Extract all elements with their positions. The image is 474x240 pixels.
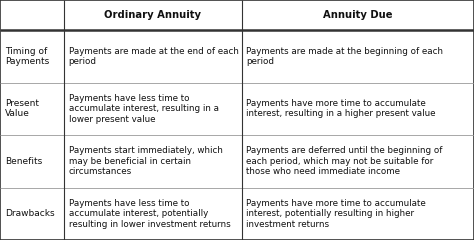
Bar [242,0,474,30]
Bar [64,187,242,240]
Bar [64,30,242,83]
Bar [242,187,474,240]
Bar [0,30,64,83]
Text: Payments are made at the end of each
period: Payments are made at the end of each per… [69,47,238,66]
Bar [64,135,242,187]
Text: Present
Value: Present Value [5,99,39,119]
Text: Payments have more time to accumulate
interest, potentially resulting in higher
: Payments have more time to accumulate in… [246,199,426,229]
Bar [64,0,242,30]
Text: Payments are deferred until the beginning of
each period, which may not be suita: Payments are deferred until the beginnin… [246,146,443,176]
Text: Timing of
Payments: Timing of Payments [5,47,49,66]
Text: Ordinary Annuity: Ordinary Annuity [104,10,201,20]
Bar [242,30,474,83]
Text: Payments have more time to accumulate
interest, resulting in a higher present va: Payments have more time to accumulate in… [246,99,436,119]
Text: Payments are made at the beginning of each
period: Payments are made at the beginning of ea… [246,47,444,66]
Bar [0,83,64,135]
Bar [242,135,474,187]
Text: Annuity Due: Annuity Due [323,10,392,20]
Bar [0,135,64,187]
Bar [0,0,64,30]
Text: Drawbacks: Drawbacks [5,209,55,218]
Bar [0,187,64,240]
Bar [64,83,242,135]
Text: Benefits: Benefits [5,157,42,166]
Text: Payments start immediately, which
may be beneficial in certain
circumstances: Payments start immediately, which may be… [69,146,223,176]
Bar [242,83,474,135]
Text: Payments have less time to
accumulate interest, resulting in a
lower present val: Payments have less time to accumulate in… [69,94,219,124]
Text: Payments have less time to
accumulate interest, potentially
resulting in lower i: Payments have less time to accumulate in… [69,199,230,229]
